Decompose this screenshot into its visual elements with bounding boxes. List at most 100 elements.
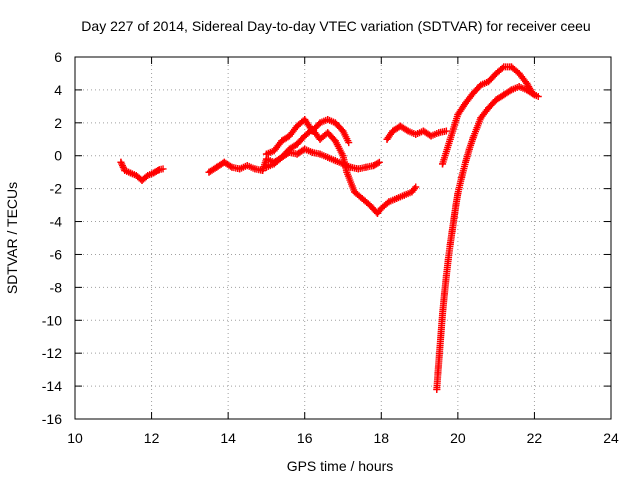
- data-point: [301, 145, 309, 153]
- x-tick-label: 12: [144, 430, 160, 446]
- data-point: [324, 129, 332, 137]
- data-point: [440, 290, 448, 298]
- data-point: [439, 310, 447, 318]
- data-point: [404, 127, 412, 135]
- data-point: [507, 63, 515, 71]
- data-point: [427, 132, 435, 140]
- data-point: [523, 79, 531, 87]
- data-point: [117, 158, 125, 166]
- data-point: [354, 165, 362, 173]
- data-point: [419, 127, 427, 135]
- data-point: [149, 169, 157, 177]
- data-point: [331, 137, 339, 145]
- x-axis-label: GPS time / hours: [287, 458, 394, 474]
- data-point: [362, 163, 370, 171]
- y-axis-label: SDTVAR / TECUs: [4, 182, 20, 294]
- data-point: [127, 169, 135, 177]
- data-point: [408, 188, 416, 196]
- y-tick-label: -10: [42, 312, 62, 328]
- data-point: [484, 78, 492, 86]
- data-point: [396, 122, 404, 130]
- x-tick-label: 24: [603, 430, 619, 446]
- y-tick-label: -8: [50, 279, 63, 295]
- data-point: [448, 227, 456, 235]
- x-tick-label: 10: [67, 430, 83, 446]
- data-point: [278, 137, 286, 145]
- y-tick-label: -14: [42, 378, 62, 394]
- data-point: [345, 139, 353, 147]
- plot-frame: [74, 56, 612, 420]
- data-point: [308, 148, 316, 156]
- data-point: [389, 127, 397, 135]
- data-point: [465, 145, 473, 153]
- data-point: [507, 86, 515, 94]
- data-point: [383, 135, 391, 143]
- data-point: [262, 163, 270, 171]
- chart-title: Day 227 of 2014, Sidereal Day-to-day VTE…: [81, 18, 590, 34]
- data-point: [435, 129, 443, 137]
- y-tick-label: 6: [54, 49, 62, 65]
- data-point: [293, 150, 301, 158]
- x-tick-label: 18: [373, 430, 389, 446]
- data-point: [412, 183, 420, 191]
- data-point: [515, 69, 523, 77]
- data-point: [446, 241, 454, 249]
- data-point: [259, 167, 267, 175]
- data-point: [373, 209, 381, 217]
- data-point: [144, 171, 152, 179]
- data-point: [228, 163, 236, 171]
- data-point: [121, 167, 129, 175]
- y-tick-label: -12: [42, 345, 62, 361]
- data-point: [534, 92, 542, 100]
- data-point: [316, 135, 324, 143]
- y-tick-label: -16: [42, 411, 62, 427]
- data-point: [458, 173, 466, 181]
- data-point: [446, 135, 454, 143]
- data-point: [331, 119, 339, 127]
- y-tick-label: 0: [54, 148, 62, 164]
- y-tick-label: -4: [50, 214, 63, 230]
- data-point: [442, 127, 450, 135]
- data-point: [138, 176, 146, 184]
- grid-layer: [75, 57, 611, 419]
- data-point: [159, 165, 167, 173]
- data-point: [308, 125, 316, 133]
- data-point: [462, 99, 470, 107]
- data-point: [454, 190, 462, 198]
- data-point: [132, 171, 140, 179]
- data-point: [462, 158, 470, 166]
- data-point: [339, 152, 347, 160]
- data-point: [393, 195, 401, 203]
- data-point: [155, 166, 163, 174]
- data-point: [473, 124, 481, 132]
- data-point: [293, 140, 301, 148]
- x-tick-label: 16: [297, 430, 313, 446]
- data-point-interp: [374, 159, 382, 167]
- data-point: [377, 204, 385, 212]
- data-point: [251, 165, 259, 173]
- data-point: [350, 188, 358, 196]
- data-point: [324, 116, 332, 124]
- data-point: [316, 150, 324, 158]
- data-point: [530, 91, 538, 99]
- data-point: [220, 158, 228, 166]
- data-point: [439, 160, 447, 168]
- data-point: [477, 81, 485, 89]
- points-layer: [117, 63, 542, 393]
- data-point: [243, 162, 251, 170]
- data-point: [484, 104, 492, 112]
- data-point: [324, 153, 332, 161]
- data-point: [434, 369, 442, 377]
- data-point: [339, 127, 347, 135]
- data-point: [370, 162, 378, 170]
- data-point: [205, 168, 213, 176]
- data-point: [366, 201, 374, 209]
- x-tick-label: 20: [450, 430, 466, 446]
- data-point: [469, 89, 477, 97]
- data-point: [437, 329, 445, 337]
- data-point: [452, 201, 460, 209]
- data-point: [385, 198, 393, 206]
- data-point: [278, 153, 286, 161]
- data-point: [358, 195, 366, 203]
